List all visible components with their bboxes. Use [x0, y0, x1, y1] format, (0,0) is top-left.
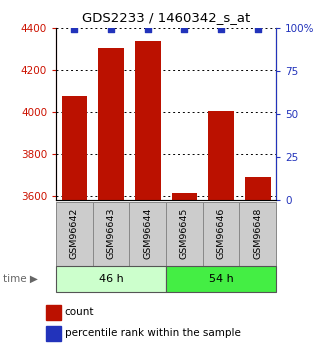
Bar [203, 202, 239, 266]
Text: GSM96643: GSM96643 [107, 208, 116, 259]
Text: percentile rank within the sample: percentile rank within the sample [65, 328, 240, 338]
Bar [135, 41, 160, 200]
Point [108, 27, 114, 32]
Bar [46, 326, 61, 342]
Text: GSM96645: GSM96645 [180, 208, 189, 259]
Bar [98, 48, 124, 200]
Bar [245, 177, 271, 200]
Text: 54 h: 54 h [209, 274, 233, 284]
Point [72, 27, 77, 32]
Point [145, 27, 150, 32]
Bar [46, 305, 61, 320]
Text: GSM96644: GSM96644 [143, 208, 152, 259]
Bar [62, 96, 87, 200]
Bar [208, 111, 234, 200]
Point [182, 27, 187, 32]
Point [255, 27, 260, 32]
Bar [56, 266, 166, 292]
Text: count: count [65, 307, 94, 317]
Point [219, 27, 224, 32]
Text: GSM96646: GSM96646 [217, 208, 226, 259]
Bar [172, 193, 197, 200]
Title: GDS2233 / 1460342_s_at: GDS2233 / 1460342_s_at [82, 11, 250, 24]
Bar [56, 202, 93, 266]
Bar [93, 202, 129, 266]
Text: time ▶: time ▶ [3, 274, 38, 284]
Bar [166, 202, 203, 266]
Text: 46 h: 46 h [99, 274, 124, 284]
Text: GSM96642: GSM96642 [70, 208, 79, 259]
Bar [166, 266, 276, 292]
Text: GSM96648: GSM96648 [253, 208, 262, 259]
Bar [239, 202, 276, 266]
Bar [129, 202, 166, 266]
